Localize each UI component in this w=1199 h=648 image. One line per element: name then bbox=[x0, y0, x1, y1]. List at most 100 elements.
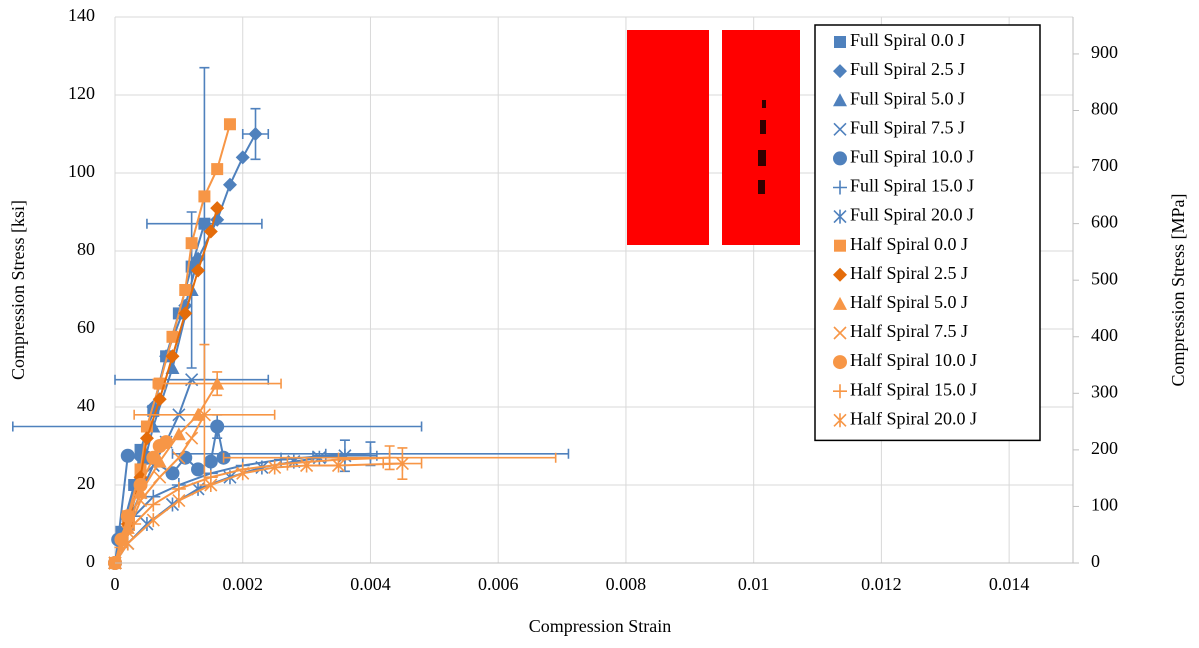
data-point bbox=[171, 481, 186, 496]
data-point bbox=[178, 306, 193, 321]
legend-marker bbox=[833, 355, 847, 370]
y2-tick-label: 500 bbox=[1091, 268, 1118, 288]
data-point bbox=[382, 450, 397, 465]
y2-tick-label: 800 bbox=[1091, 99, 1118, 119]
series bbox=[108, 343, 276, 570]
legend-label: Full Spiral 7.5 J bbox=[850, 117, 965, 137]
y2-axis-label: Compression Stress [MPa] bbox=[1168, 194, 1188, 387]
data-point bbox=[172, 451, 186, 465]
legend-marker bbox=[834, 239, 846, 252]
photo-specimen bbox=[627, 30, 709, 245]
legend-label: Half Spiral 10.0 J bbox=[850, 350, 977, 370]
data-point bbox=[120, 509, 135, 524]
legend-label: Half Spiral 0.0 J bbox=[850, 234, 968, 254]
legend-marker bbox=[833, 209, 847, 224]
legend-marker bbox=[833, 296, 847, 310]
x-tick-label: 0.008 bbox=[606, 574, 647, 594]
data-point bbox=[191, 462, 206, 477]
series bbox=[108, 447, 423, 570]
x-tick-label: 0.004 bbox=[350, 574, 391, 594]
y2-tick-label: 900 bbox=[1091, 42, 1118, 62]
y-tick-label: 60 bbox=[77, 317, 95, 337]
data-point bbox=[203, 224, 218, 239]
data-point bbox=[223, 118, 236, 131]
data-point bbox=[121, 536, 135, 551]
legend-marker bbox=[833, 180, 847, 195]
data-point bbox=[179, 284, 192, 296]
grid bbox=[114, 16, 1073, 564]
legend-label: Full Spiral 2.5 J bbox=[850, 59, 965, 79]
data-point bbox=[133, 478, 148, 492]
y-tick-label: 80 bbox=[77, 239, 95, 259]
y-tick-label: 20 bbox=[77, 473, 95, 493]
data-point bbox=[152, 454, 167, 468]
data-point bbox=[211, 163, 224, 176]
data-point bbox=[172, 493, 186, 508]
data-point bbox=[178, 450, 193, 465]
x-tick-label: 0.002 bbox=[222, 574, 263, 594]
data-point bbox=[114, 532, 129, 547]
data-point bbox=[198, 217, 211, 230]
legend-label: Half Spiral 2.5 J bbox=[850, 263, 968, 283]
series-line bbox=[114, 456, 390, 564]
legend-label: Half Spiral 5.0 J bbox=[850, 292, 968, 312]
x-tick-label: 0.006 bbox=[478, 574, 519, 594]
data-point bbox=[210, 376, 225, 390]
photo-crack bbox=[760, 120, 766, 134]
legend-marker bbox=[833, 122, 847, 136]
y-tick-label: 140 bbox=[68, 5, 95, 25]
photo-crack bbox=[758, 150, 766, 166]
x-tick-label: 0 bbox=[111, 574, 120, 594]
data-point bbox=[146, 513, 160, 528]
legend-label: Full Spiral 20.0 J bbox=[850, 205, 974, 225]
legend-box bbox=[814, 24, 1041, 442]
legend-label: Half Spiral 7.5 J bbox=[850, 321, 968, 341]
data-point bbox=[166, 330, 179, 343]
y-tick-label: 40 bbox=[77, 395, 95, 415]
data-point bbox=[171, 427, 186, 441]
data-point bbox=[210, 201, 225, 216]
y2-tick-label: 0 bbox=[1091, 551, 1100, 571]
data-point bbox=[146, 497, 161, 512]
x-axis-label: Compression Strain bbox=[529, 616, 672, 636]
data-point bbox=[139, 431, 154, 446]
y2-tick-label: 100 bbox=[1091, 495, 1118, 515]
data-point bbox=[120, 448, 135, 463]
data-point bbox=[248, 127, 263, 141]
legend-marker bbox=[833, 413, 847, 428]
data-point bbox=[134, 463, 147, 476]
data-point bbox=[153, 470, 167, 484]
data-point bbox=[146, 450, 161, 465]
data-point bbox=[210, 419, 225, 434]
y2-tick-label: 300 bbox=[1091, 381, 1118, 401]
legend-marker bbox=[834, 36, 846, 48]
legend-marker bbox=[833, 326, 847, 340]
data-point bbox=[300, 458, 314, 473]
legend-label: Full Spiral 10.0 J bbox=[850, 147, 974, 167]
data-point bbox=[127, 517, 142, 531]
photo-crack bbox=[762, 100, 766, 108]
data-point bbox=[165, 466, 180, 481]
y2-tick-label: 400 bbox=[1091, 325, 1118, 345]
legend-marker bbox=[833, 384, 847, 399]
data-point bbox=[185, 237, 198, 250]
series bbox=[12, 414, 423, 570]
data-point bbox=[165, 349, 180, 364]
x-tick-label: 0.014 bbox=[989, 574, 1030, 594]
y2-tick-label: 700 bbox=[1091, 155, 1118, 175]
data-point bbox=[331, 458, 346, 473]
y2-tick-label: 200 bbox=[1091, 438, 1118, 458]
y-axis-label: Compression Stress [ksi] bbox=[8, 200, 28, 380]
legend-marker bbox=[833, 267, 847, 282]
data-point bbox=[236, 466, 250, 481]
y-tick-label: 100 bbox=[68, 161, 95, 181]
legend: Full Spiral 0.0 J Full Spiral 2.5 J Full S… bbox=[814, 24, 1041, 442]
data-point bbox=[268, 460, 282, 475]
legend-label: Full Spiral 15.0 J bbox=[850, 176, 974, 196]
y-tick-label: 0 bbox=[86, 551, 95, 571]
data-point bbox=[159, 435, 174, 450]
photo-specimen bbox=[722, 30, 800, 245]
series-line bbox=[114, 123, 231, 564]
series-line bbox=[114, 462, 403, 564]
photo-crack bbox=[758, 180, 765, 194]
